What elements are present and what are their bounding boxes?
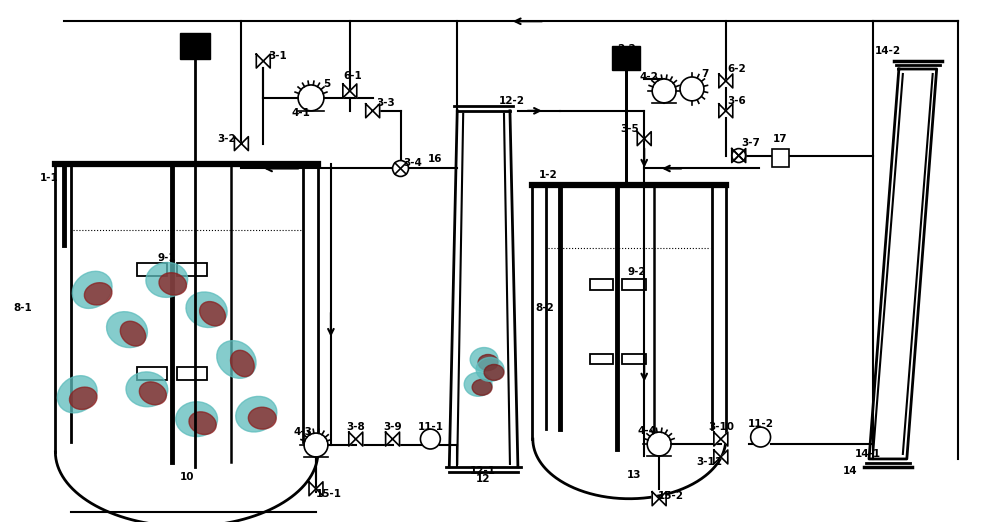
Text: 3-4: 3-4 [403,157,422,167]
Bar [137,368,167,380]
Text: 4-2: 4-2 [640,72,659,82]
Ellipse shape [139,382,166,405]
Circle shape [680,77,704,101]
Text: 3-10: 3-10 [708,422,734,432]
Text: 5: 5 [323,79,331,89]
Text: 8-2: 8-2 [535,303,554,313]
Text: 3-6: 3-6 [727,96,746,106]
Ellipse shape [231,350,254,377]
Text: 14-2: 14-2 [875,46,901,56]
Text: 14: 14 [843,466,857,476]
Bar [177,263,207,276]
Ellipse shape [236,396,277,432]
Text: 12: 12 [476,474,490,484]
Ellipse shape [84,283,112,305]
Text: 3-7: 3-7 [741,138,760,147]
Text: 12-1: 12-1 [470,466,496,476]
Text: 3-5: 3-5 [620,124,639,134]
Circle shape [393,161,408,176]
Ellipse shape [189,412,216,435]
Ellipse shape [217,340,256,378]
Text: 2-1: 2-1 [185,34,204,44]
Bar [772,149,789,166]
Polygon shape [732,149,746,163]
Ellipse shape [107,312,147,348]
Text: 17: 17 [773,134,788,144]
Text: 4-1: 4-1 [292,108,310,118]
Circle shape [304,433,328,457]
Text: 1-1: 1-1 [40,174,59,184]
Circle shape [298,85,324,111]
Polygon shape [234,137,248,151]
Text: 3-9: 3-9 [383,422,402,432]
Polygon shape [719,104,733,118]
Text: 3-3: 3-3 [376,98,395,108]
Text: 3-11: 3-11 [696,457,722,467]
Text: 15-1: 15-1 [316,489,342,499]
Text: 4-4: 4-4 [638,426,657,436]
Text: 6-2: 6-2 [727,64,746,74]
Text: 2-2: 2-2 [617,44,636,54]
Text: 4-3: 4-3 [294,427,312,437]
Bar [137,263,167,276]
Polygon shape [256,54,270,68]
Polygon shape [714,450,728,464]
Polygon shape [349,432,363,446]
Bar [622,279,646,290]
Polygon shape [386,432,400,446]
Text: 6-1: 6-1 [343,71,362,81]
Ellipse shape [476,358,504,381]
Ellipse shape [120,321,146,346]
Text: 11-1: 11-1 [417,422,443,432]
Text: 3-8: 3-8 [346,422,365,432]
Text: 3-1: 3-1 [268,51,287,61]
Text: 15-2: 15-2 [658,491,684,501]
Text: 11-2: 11-2 [748,419,774,429]
Text: 7: 7 [701,69,709,79]
Ellipse shape [146,263,188,298]
Ellipse shape [478,355,498,370]
Ellipse shape [69,387,97,410]
Circle shape [420,429,440,449]
Ellipse shape [470,348,498,371]
Ellipse shape [464,372,492,396]
Bar [590,279,613,290]
Polygon shape [719,74,733,88]
Bar [177,368,207,380]
Text: 1-2: 1-2 [538,170,557,180]
Circle shape [732,149,746,163]
Text: 3-2: 3-2 [217,134,236,144]
Bar [622,354,646,365]
Ellipse shape [484,365,504,380]
Text: 8-1: 8-1 [13,303,32,313]
Text: 10: 10 [179,472,194,482]
Circle shape [751,427,771,447]
Circle shape [652,79,676,103]
Polygon shape [652,492,666,506]
Ellipse shape [126,372,168,407]
Ellipse shape [186,292,227,327]
Polygon shape [309,482,323,496]
Ellipse shape [57,376,97,413]
Text: 14-1: 14-1 [855,449,881,459]
Text: 12-2: 12-2 [499,96,525,106]
Polygon shape [637,132,651,145]
Text: 9-1: 9-1 [157,253,176,263]
Ellipse shape [176,402,218,437]
Bar [612,46,640,70]
Bar [180,33,210,59]
Text: 9-2: 9-2 [628,267,647,277]
Ellipse shape [248,407,276,429]
Ellipse shape [472,379,492,395]
Bar [590,354,613,365]
Ellipse shape [72,271,112,309]
Ellipse shape [159,272,186,295]
Polygon shape [343,84,357,98]
Polygon shape [366,104,380,118]
Circle shape [647,432,671,456]
Ellipse shape [200,302,225,326]
Text: 13: 13 [627,470,642,480]
Polygon shape [714,432,728,446]
Text: 16: 16 [428,154,443,164]
